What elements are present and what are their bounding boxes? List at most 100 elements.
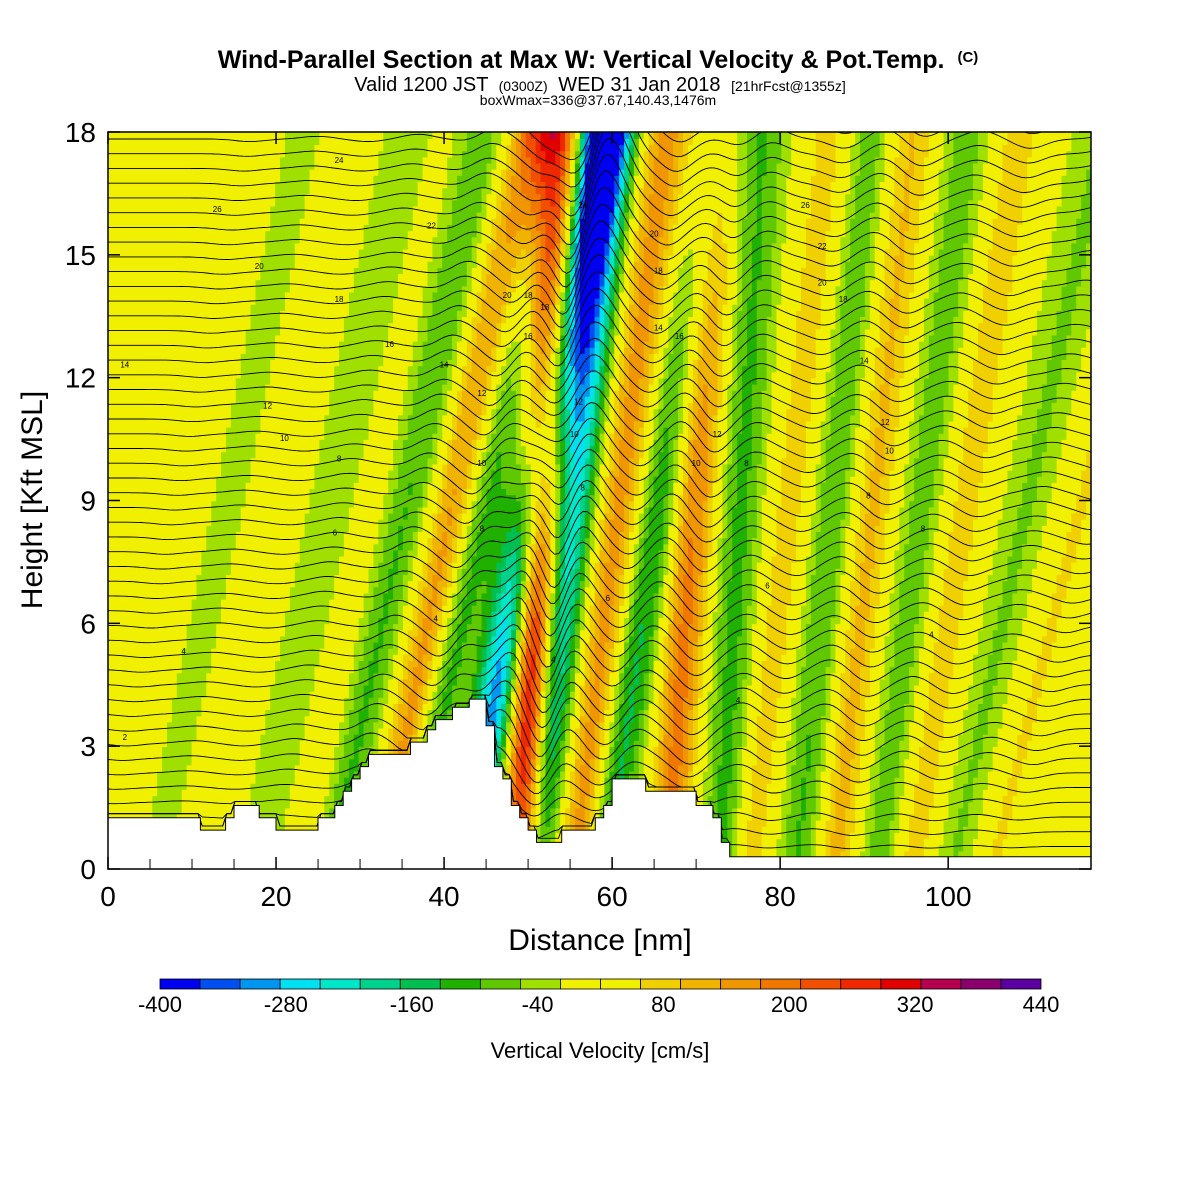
field-cell [973, 838, 979, 846]
field-cell [1041, 727, 1048, 735]
field-cell [918, 776, 925, 784]
field-cell [968, 795, 974, 803]
field-cell [393, 715, 399, 723]
chart-title-units: (C) [957, 49, 978, 66]
field-cell [884, 807, 891, 815]
field-cell [225, 733, 232, 741]
field-cell [147, 758, 154, 766]
field-cell [275, 740, 281, 747]
field-cell [766, 807, 773, 815]
field-cell [879, 733, 886, 741]
field-cell [176, 795, 183, 803]
field-cell [1032, 746, 1038, 754]
field-cell [791, 795, 797, 803]
field-cell [270, 715, 276, 723]
field-cell [157, 813, 163, 821]
field-cell [560, 758, 566, 766]
field-cell [289, 783, 296, 790]
field-cell [319, 740, 326, 747]
field-cell [855, 727, 861, 735]
field-cell [196, 807, 203, 815]
field-cell [373, 727, 380, 735]
field-cell [555, 770, 561, 778]
field-cell [329, 746, 335, 754]
field-cell [923, 721, 930, 729]
field-cell [1002, 746, 1009, 754]
field-cell [805, 789, 812, 797]
field-cell [152, 721, 158, 729]
field-cell [186, 789, 193, 797]
field-cell [579, 783, 586, 790]
field-cell [973, 733, 979, 741]
field-cell [982, 746, 989, 754]
field-cell [840, 789, 847, 797]
field-cell [235, 727, 242, 735]
field-cell [206, 826, 213, 833]
field-cell [574, 752, 581, 760]
field-cell [889, 832, 896, 840]
field-cell [181, 721, 188, 729]
field-cell [899, 764, 906, 772]
field-cell [638, 758, 645, 766]
field-cell [525, 752, 532, 760]
field-cell [171, 727, 178, 735]
field-cell [810, 795, 817, 803]
field-cell [633, 740, 640, 747]
field-cell [1071, 758, 1078, 766]
field-cell [1066, 770, 1073, 778]
field-cell [633, 715, 640, 723]
field-cell [697, 783, 704, 790]
field-cell [791, 807, 797, 815]
field-cell [884, 733, 891, 741]
field-cell [584, 783, 591, 790]
field-cell [157, 746, 163, 754]
field-cell [864, 727, 871, 735]
field-cell [142, 746, 149, 754]
field-cell [805, 819, 812, 827]
field-cell [914, 733, 920, 741]
field-cell [589, 789, 596, 797]
field-cell [1076, 850, 1082, 858]
field-cell [860, 783, 866, 790]
field-cell [840, 752, 847, 760]
field-cell [1032, 776, 1038, 784]
field-cell [653, 776, 660, 784]
field-cell [304, 740, 311, 747]
field-cell [437, 715, 444, 723]
field-cell [206, 740, 213, 747]
field-cell [1012, 764, 1019, 772]
field-cell [855, 752, 861, 760]
field-cell [943, 758, 950, 766]
field-cell [810, 783, 817, 790]
field-cell [614, 733, 620, 741]
field-cell [918, 715, 925, 723]
field-cell [727, 740, 733, 747]
field-cell [1007, 795, 1014, 803]
field-cell [938, 776, 945, 784]
field-cell [771, 801, 778, 809]
field-cell [304, 826, 311, 833]
field-cell [914, 746, 920, 754]
field-cell [260, 764, 267, 772]
field-cell [904, 832, 910, 840]
field-cell [270, 783, 276, 790]
field-cell [943, 770, 950, 778]
field-cell [894, 789, 901, 797]
field-cell [707, 740, 714, 747]
field-cell [963, 752, 969, 760]
field-cell [835, 789, 842, 797]
field-cell [1081, 783, 1087, 790]
field-cell [722, 715, 729, 723]
field-cell [702, 746, 709, 754]
field-cell [712, 783, 719, 790]
field-cell [599, 715, 606, 723]
field-cell [805, 758, 812, 766]
field-cell [515, 776, 522, 784]
field-cell [265, 764, 271, 772]
field-cell [653, 758, 660, 766]
field-cell [289, 770, 296, 778]
field-cell [117, 776, 124, 784]
field-cell [889, 813, 896, 821]
field-cell [1046, 801, 1053, 809]
field-cell [280, 783, 286, 790]
